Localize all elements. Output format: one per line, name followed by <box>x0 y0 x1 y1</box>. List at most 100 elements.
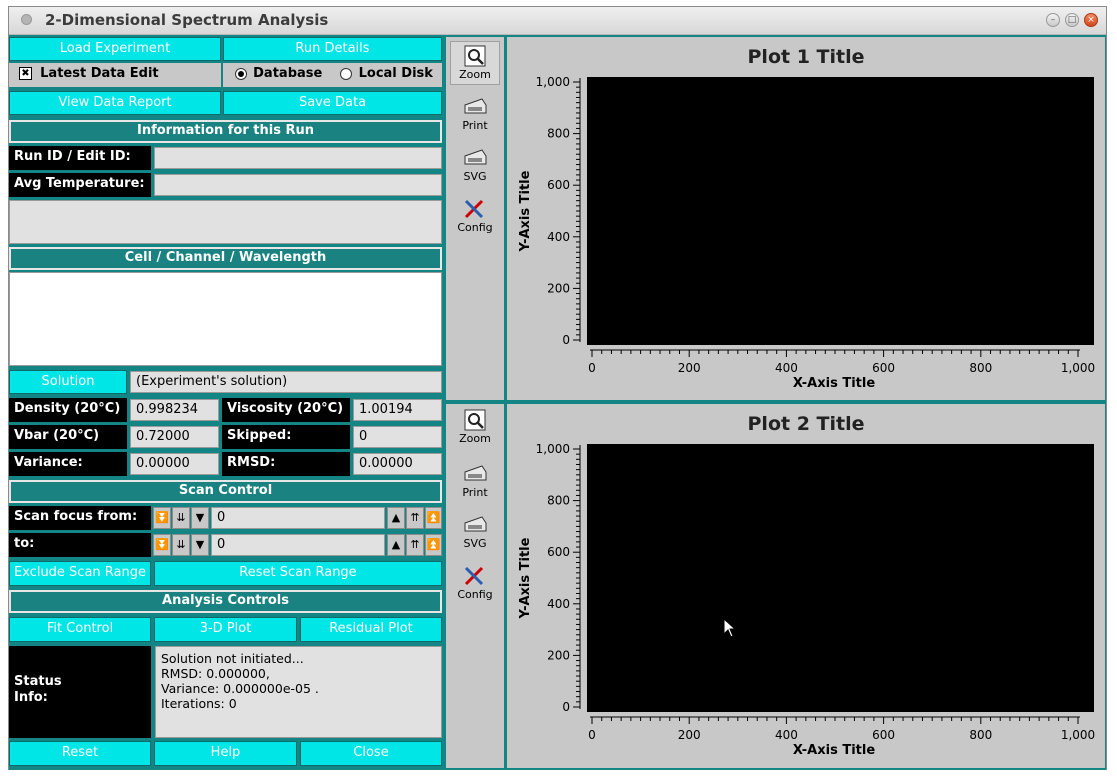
plot2-zoom-button[interactable]: Zoom <box>450 408 500 445</box>
scan-to-up-medium-icon[interactable]: ⇈ <box>406 534 424 556</box>
plot2-svg-button[interactable]: SVG <box>450 513 500 550</box>
scan-from-up-medium-icon[interactable]: ⇈ <box>406 507 424 529</box>
plot-canvas[interactable] <box>587 77 1094 345</box>
status-label-line1: Status <box>14 674 62 689</box>
scan-to-field[interactable]: 0 <box>211 534 385 556</box>
scan-from-up-fast-icon[interactable]: ⏫ <box>425 507 442 529</box>
cell-channel-wavelength-list[interactable] <box>9 272 442 366</box>
skipped-field: 0 <box>353 426 442 448</box>
exclude-scan-range-button[interactable]: Exclude Scan Range <box>9 561 151 586</box>
main-window: 2-Dimensional Spectrum Analysis – □ × Lo… <box>8 6 1107 770</box>
svg-label: SVG <box>463 170 487 183</box>
plot1-config-button[interactable]: Config <box>450 197 500 234</box>
fit-control-button[interactable]: Fit Control <box>9 617 151 642</box>
plot1-svg-button[interactable]: SVG <box>450 146 500 183</box>
y-tick-label: 400 <box>547 597 570 611</box>
plot1-print-button[interactable]: Print <box>450 95 500 132</box>
y-tick-label: 0 <box>562 333 570 347</box>
run-details-button[interactable]: Run Details <box>223 37 442 61</box>
solution-button[interactable]: Solution <box>9 370 127 394</box>
status-line: Solution not initiated... <box>161 651 304 666</box>
solution-field: (Experiment's solution) <box>130 371 442 393</box>
plot1-title: Plot 1 Title <box>747 46 865 68</box>
rmsd-field: 0.00000 <box>353 453 442 475</box>
info-run-header: Information for this Run <box>9 120 442 143</box>
local-disk-label: Local Disk <box>358 66 433 81</box>
plot1-chart: 0 200 400 600 800 1,000 0 200 400 600 800 1,000 X-Ax… <box>518 75 1095 391</box>
scan-focus-from-field[interactable]: 0 <box>211 507 385 529</box>
close-button[interactable]: Close <box>300 741 442 766</box>
config-label: Config <box>457 588 493 601</box>
database-radio[interactable]: Database <box>235 66 326 81</box>
window-menu-icon[interactable] <box>21 14 32 25</box>
close-window-button[interactable]: × <box>1084 13 1098 27</box>
scan-from-down-fast-icon[interactable]: ⏬ <box>153 507 171 529</box>
x-tick-label: 800 <box>969 728 992 742</box>
avg-temperature-field[interactable] <box>154 174 442 196</box>
plot2-config-button[interactable]: Config <box>450 564 500 601</box>
latest-data-edit-checkbox[interactable]: ✖ Latest Data Edit <box>9 63 221 87</box>
x-tick-label: 600 <box>872 728 895 742</box>
radio-unselected-icon <box>340 67 353 80</box>
latest-data-edit-label: Latest Data Edit <box>40 66 159 81</box>
x-axis-title: X-Axis Title <box>793 743 876 758</box>
cell-channel-wavelength-header: Cell / Channel / Wavelength <box>9 247 442 270</box>
scan-to-down-medium-icon[interactable]: ⇊ <box>172 534 190 556</box>
status-info-label: Status Info: <box>9 646 151 738</box>
vbar-field[interactable]: 0.72000 <box>130 426 219 448</box>
local-disk-radio[interactable]: Local Disk <box>340 66 433 81</box>
x-tick-label: 400 <box>775 361 798 375</box>
minimize-button[interactable]: – <box>1046 13 1060 27</box>
3d-plot-button[interactable]: 3-D Plot <box>154 617 297 642</box>
config-label: Config <box>457 221 493 234</box>
x-tick-label: 600 <box>872 361 895 375</box>
zoom-label: Zoom <box>459 68 491 81</box>
scan-to-label: to: <box>9 533 151 557</box>
svg-export-icon <box>464 516 487 532</box>
save-data-button[interactable]: Save Data <box>223 91 442 115</box>
plot1-zoom-button[interactable]: Zoom <box>450 41 500 85</box>
scan-to-down-fast-icon[interactable]: ⏬ <box>153 534 171 556</box>
run-description-box <box>9 200 442 244</box>
plot2-toolbar: Zoom Print SVG Config <box>446 404 504 768</box>
config-icon <box>464 566 484 586</box>
x-tick-label: 200 <box>678 361 701 375</box>
viscosity-field[interactable]: 1.00194 <box>353 399 442 421</box>
rmsd-label: RMSD: <box>222 452 350 476</box>
y-tick-label: 800 <box>547 494 570 508</box>
density-field[interactable]: 0.998234 <box>130 399 219 421</box>
reset-button[interactable]: Reset <box>9 741 151 766</box>
x-tick-label: 1,000 <box>1061 361 1095 375</box>
x-axis-title: X-Axis Title <box>793 376 876 391</box>
config-icon <box>464 199 484 219</box>
print-icon <box>464 98 487 114</box>
plot2-chart: 0 200 400 600 800 1,000 0 200 400 600 800 1,000 X-Ax… <box>518 442 1095 758</box>
maximize-button[interactable]: □ <box>1065 13 1079 27</box>
reset-scan-range-button[interactable]: Reset Scan Range <box>154 561 442 586</box>
scan-to-down-icon[interactable]: ▼ <box>191 534 209 556</box>
scan-from-down-medium-icon[interactable]: ⇊ <box>172 507 190 529</box>
analysis-controls-header: Analysis Controls <box>9 590 442 613</box>
vbar-label: Vbar (20°C) <box>9 425 127 449</box>
residual-plot-button[interactable]: Residual Plot <box>300 617 442 642</box>
plot2-print-button[interactable]: Print <box>450 462 500 499</box>
scan-to-up-icon[interactable]: ▲ <box>387 534 405 556</box>
print-label: Print <box>462 119 488 132</box>
view-data-report-button[interactable]: View Data Report <box>9 91 221 115</box>
plot2-title: Plot 2 Title <box>747 413 865 435</box>
y-tick-label: 400 <box>547 230 570 244</box>
load-experiment-button[interactable]: Load Experiment <box>9 37 221 61</box>
help-button[interactable]: Help <box>154 741 297 766</box>
plot2-panel: Plot 2 Title 0 200 400 600 800 1,000 0 200 400 60… <box>507 404 1105 768</box>
scan-from-up-icon[interactable]: ▲ <box>387 507 405 529</box>
x-tick-label: 200 <box>678 728 701 742</box>
run-id-field[interactable] <box>154 147 442 169</box>
window-title: 2-Dimensional Spectrum Analysis <box>45 11 329 29</box>
scan-from-down-icon[interactable]: ▼ <box>191 507 209 529</box>
scan-to-up-fast-icon[interactable]: ⏫ <box>425 534 442 556</box>
print-icon <box>464 465 487 481</box>
mouse-cursor-icon <box>723 618 737 638</box>
y-axis-title: Y-Axis Title <box>518 170 533 252</box>
plot-canvas[interactable] <box>587 444 1094 712</box>
x-tick-label: 800 <box>969 361 992 375</box>
